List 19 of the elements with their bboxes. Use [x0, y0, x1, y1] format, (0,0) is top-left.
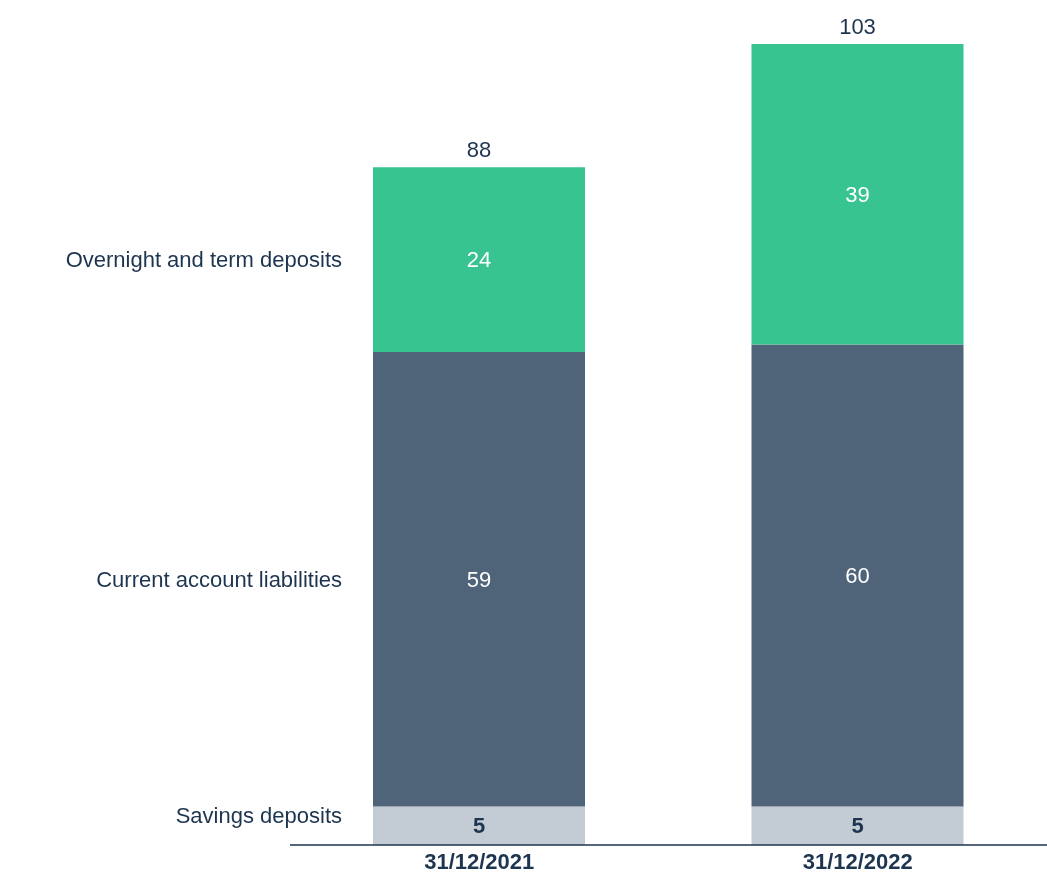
- bar: [373, 806, 585, 845]
- bar: [751, 344, 964, 807]
- x-tick-label: 31/12/2021: [424, 848, 535, 874]
- series-label: Savings deposits: [175, 803, 342, 829]
- data-label: 59: [466, 566, 492, 592]
- bar: [373, 167, 585, 353]
- data-label: 24: [466, 247, 492, 273]
- series-label: Current account liabilities: [96, 566, 342, 592]
- series-label: Overnight and term deposits: [65, 247, 342, 273]
- bar: [751, 806, 964, 845]
- data-label: 5: [472, 813, 486, 839]
- total-label: 103: [839, 14, 876, 39]
- data-label: 5: [851, 813, 864, 839]
- data-label: 60: [845, 563, 870, 589]
- data-label: 39: [845, 181, 870, 207]
- bar: [751, 44, 964, 345]
- x-tick-label: 31/12/2022: [802, 848, 913, 874]
- bar: [373, 352, 585, 807]
- total-label: 88: [466, 137, 492, 163]
